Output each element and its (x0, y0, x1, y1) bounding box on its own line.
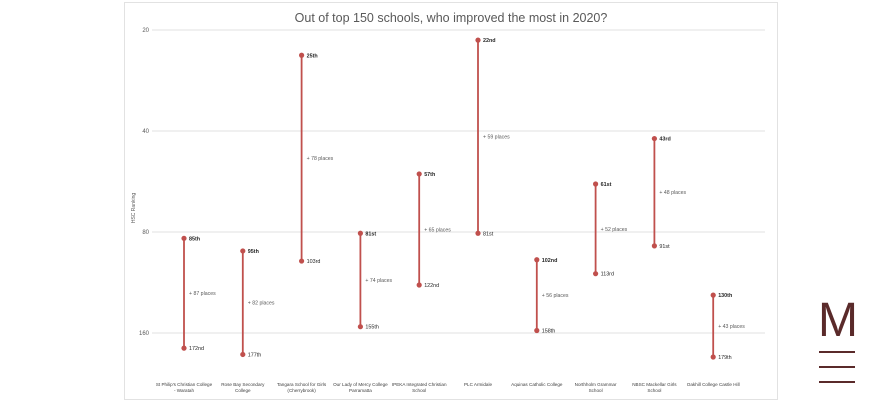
rank-2019-point (299, 258, 305, 264)
rank-2020-label: 22nd (483, 38, 496, 44)
rank-2020-point (475, 37, 481, 43)
x-category-label: NBSC Mackellar Girls School (632, 382, 677, 393)
rank-2020-label: 57th (424, 172, 435, 178)
x-category-label: IPEKA Integrated Christian School (392, 382, 447, 393)
rank-2020-label: 102nd (542, 258, 558, 264)
rank-2019-point (240, 351, 246, 358)
rank-2019-point (651, 243, 658, 249)
improvement-label: + 52 places (601, 227, 628, 233)
rank-2020-point (357, 230, 363, 236)
x-category-label: Aquinas Catholic College (511, 382, 563, 387)
rank-2019-point (357, 324, 363, 330)
improvement-label: + 56 places (542, 293, 569, 299)
rank-2019-label: 103rd (307, 259, 321, 265)
y-axis-ticks: 20 40 80 160 (139, 28, 150, 337)
rank-2020-label: 43rd (659, 137, 670, 143)
rank-2020-label: 81st (365, 231, 376, 237)
marks-layer: 85th 172nd + 87 places 95th 177th + 82 places… (181, 37, 745, 361)
rank-2019-label: 155th (365, 325, 379, 331)
rank-2019-point (475, 230, 481, 236)
improvement-label: + 74 places (365, 278, 392, 284)
improvement-label: + 82 places (248, 301, 275, 307)
improvement-label: + 87 places (189, 291, 216, 297)
improvement-label: + 59 places (483, 135, 510, 141)
grid-layer (152, 29, 765, 334)
rank-2020-label: 95th (248, 249, 259, 255)
x-axis-categories: St Philip's Christian College - Waratah Ro… (156, 382, 740, 393)
y-tick-label: 160 (139, 331, 150, 337)
rank-2019-point (534, 327, 540, 334)
rank-2019-label: 179th (718, 355, 732, 361)
y-tick-label: 20 (142, 28, 149, 34)
rank-2020-label: 130th (718, 293, 732, 299)
rank-2020-point (416, 171, 422, 177)
x-category-label: Northholm Grammar School (575, 382, 617, 393)
rank-2019-point (710, 354, 716, 360)
logo-letter: M (818, 296, 857, 347)
improvement-label: + 43 places (718, 324, 745, 330)
y-tick-label: 40 (142, 129, 149, 135)
rank-2020-point (593, 181, 599, 187)
y-axis-label: HSC Ranking (131, 193, 137, 224)
rank-2019-label: 177th (248, 352, 261, 358)
x-category-label: St Philip's Christian College - Waratah (156, 382, 213, 393)
rank-2020-label: 85th (189, 236, 200, 242)
rank-2019-label: 81st (483, 231, 494, 237)
logo-bar-1 (819, 351, 855, 353)
dumbbell-chart: Out of top 150 schools, who improved the… (131, 11, 765, 393)
rank-2020-point (299, 52, 305, 58)
logo-bar-3 (819, 381, 855, 383)
rank-2019-label: 172nd (189, 346, 204, 352)
rank-2019-label: 122nd (424, 283, 439, 289)
rank-2019-label: 91st (659, 244, 670, 250)
improvement-label: + 48 places (659, 190, 686, 196)
rank-2020-point (534, 257, 540, 263)
rank-2020-point (710, 292, 716, 298)
x-category-label: Oakhill College Castle Hill (687, 382, 740, 387)
improvement-label: + 65 places (424, 227, 451, 233)
brand-logo: M (818, 296, 857, 383)
rank-2019-label: 113rd (601, 272, 614, 278)
x-category-label: Tangara School for Girls (Cherrybrook) (277, 382, 327, 393)
rank-2020-label: 25th (307, 53, 318, 59)
x-category-label: Rose Bay Secondary College (221, 382, 265, 393)
x-category-label: PLC Armidale (464, 382, 493, 387)
rank-2019-point (181, 345, 187, 351)
rank-2020-label: 61st (601, 182, 612, 188)
rank-2019-point (416, 282, 422, 288)
rank-2020-point (181, 235, 187, 241)
rank-2019-label: 158th (542, 328, 556, 334)
rank-2019-point (593, 271, 599, 277)
rank-2020-point (651, 135, 658, 142)
logo-bar-2 (819, 366, 855, 368)
chart-frame: Out of top 150 schools, who improved the… (124, 2, 778, 400)
x-category-label: Our Lady of Mercy College Parramatta (333, 382, 388, 393)
y-tick-label: 80 (142, 230, 149, 236)
rank-2020-point (240, 248, 246, 254)
chart-title: Out of top 150 schools, who improved the… (295, 11, 608, 25)
improvement-label: + 78 places (307, 156, 334, 162)
